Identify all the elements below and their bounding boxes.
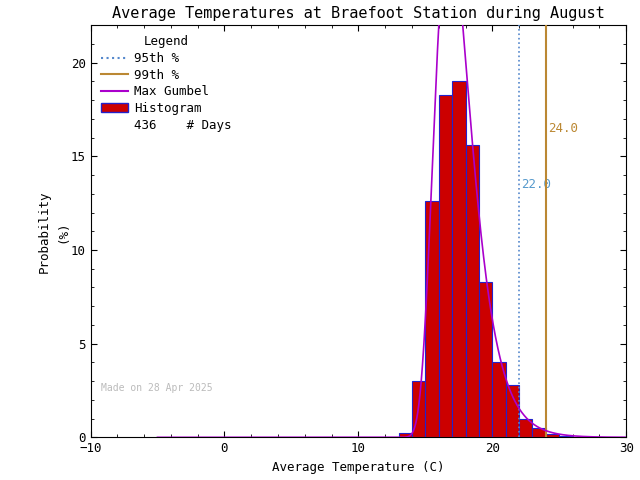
Bar	[479, 282, 492, 437]
Bar	[439, 95, 452, 437]
Bar	[492, 362, 506, 437]
Bar	[519, 419, 532, 437]
Bar	[465, 145, 479, 437]
Legend: 95th %, 99th %, Max Gumbel, Histogram, 436    # Days: 95th %, 99th %, Max Gumbel, Histogram, 4…	[97, 32, 236, 136]
Title: Average Temperatures at Braefoot Station during August: Average Temperatures at Braefoot Station…	[112, 6, 605, 21]
Bar	[426, 201, 439, 437]
Bar	[399, 433, 412, 437]
Text: 22.0: 22.0	[521, 178, 551, 191]
Bar	[506, 385, 519, 437]
Bar	[546, 433, 559, 437]
Bar	[452, 82, 465, 437]
Bar	[412, 381, 426, 437]
Text: 24.0: 24.0	[548, 122, 578, 135]
X-axis label: Average Temperature (C): Average Temperature (C)	[272, 461, 445, 474]
Bar	[559, 436, 573, 437]
Bar	[532, 428, 546, 437]
Y-axis label: Probability
(%): Probability (%)	[38, 190, 69, 273]
Text: Made on 28 Apr 2025: Made on 28 Apr 2025	[101, 383, 213, 393]
